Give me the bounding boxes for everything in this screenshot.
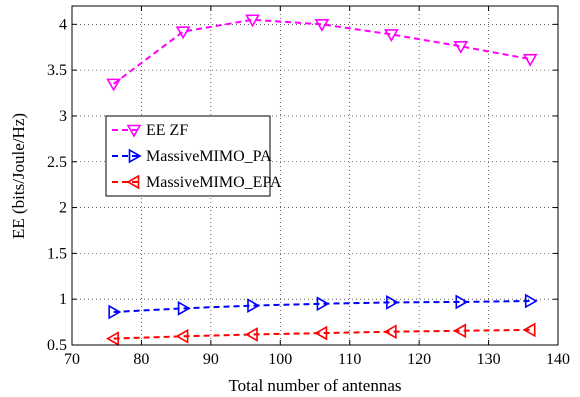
x-tick-label: 100 [268, 351, 292, 368]
data-point [522, 53, 538, 67]
x-axis-label: Total number of antennas [228, 376, 401, 395]
y-tick-label: 1.5 [47, 245, 67, 262]
series-massivemimo-pa [108, 293, 538, 320]
legend-label: MassiveMIMO_EPA [146, 174, 282, 191]
legend: EE ZF MassiveMIMO_PA MassiveMIMO_EPA [105, 115, 282, 197]
series-ee-zf [106, 14, 538, 92]
y-tick-label: 0.5 [47, 337, 67, 354]
data-point [106, 78, 122, 92]
legend-swatch-marker [126, 174, 140, 190]
legend-item: MassiveMIMO_PA [112, 148, 272, 165]
data-point [386, 295, 399, 310]
data-point [177, 300, 191, 316]
data-point [247, 298, 261, 313]
data-point [108, 304, 122, 320]
x-tick-label: 80 [133, 351, 149, 368]
data-point [383, 29, 399, 43]
legend-swatch-marker [126, 124, 142, 138]
y-tick-label: 3.5 [47, 62, 67, 79]
x-tick-label: 140 [546, 351, 570, 368]
data-point [522, 322, 536, 338]
y-tick-label: 2.5 [47, 154, 67, 171]
x-tick-label: 120 [407, 351, 431, 368]
x-tick-label: 70 [64, 351, 80, 368]
legend-item: MassiveMIMO_EPA [112, 174, 282, 191]
ticks: 70 80 90 100 110 120 130 140 0.5 1 1.5 2 2.5 3 3.5 4 [47, 6, 570, 368]
y-tick-label: 3 [59, 108, 67, 125]
data-point [453, 41, 469, 54]
y-tick-label: 4 [59, 16, 67, 33]
legend-item: EE ZF [112, 122, 188, 139]
legend-swatch-marker [128, 148, 142, 164]
y-tick-label: 2 [59, 200, 67, 217]
data-point [244, 327, 258, 342]
y-tick-label: 1 [59, 291, 67, 308]
data-point [524, 293, 538, 309]
series-massivemimo-epa [106, 322, 536, 346]
data-point [316, 296, 330, 312]
data-point [175, 328, 189, 344]
y-axis-label: EE (bits/Joule/Hz) [9, 113, 28, 239]
data-point [314, 19, 330, 32]
data-point [175, 26, 191, 40]
data-point [245, 14, 260, 28]
x-tick-label: 90 [203, 351, 219, 368]
plot-frame [71, 5, 559, 346]
data-point [106, 331, 119, 346]
legend-label: MassiveMIMO_PA [146, 148, 272, 165]
x-tick-label: 130 [477, 351, 501, 368]
x-tick-label: 110 [338, 351, 361, 368]
data-point [314, 325, 328, 341]
data-point [383, 324, 397, 340]
series-layer [106, 14, 538, 346]
legend-label: EE ZF [146, 122, 188, 139]
data-point [453, 323, 467, 339]
data-point [455, 294, 469, 310]
